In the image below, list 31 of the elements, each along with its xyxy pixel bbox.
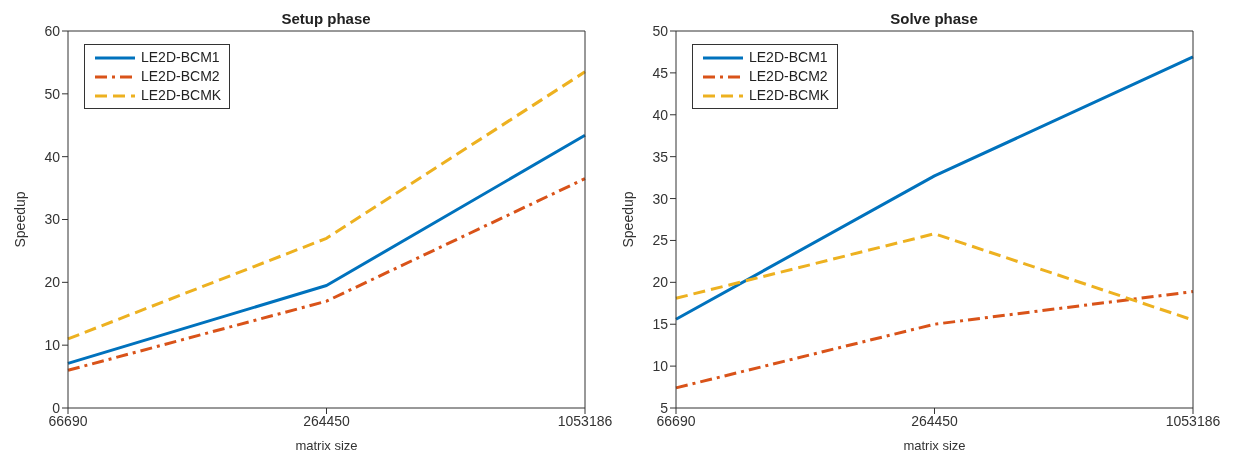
legend-label: LE2D-BCMK <box>749 86 830 105</box>
y-tick-label: 40 <box>652 106 669 123</box>
x-tick-label: 264450 <box>303 412 351 429</box>
y-tick-label: 30 <box>652 190 669 207</box>
x-axis-title: matrix size <box>295 438 358 453</box>
y-tick-label: 25 <box>652 232 669 249</box>
y-tick-label: 20 <box>652 274 669 291</box>
legend-label: LE2D-BCMK <box>141 86 222 105</box>
legend-label: LE2D-BCM2 <box>749 67 828 86</box>
y-tick-label: 10 <box>44 337 61 354</box>
legend-label: LE2D-BCM2 <box>141 67 220 86</box>
y-axis-title: Speedup <box>11 191 28 248</box>
y-tick-label: 35 <box>652 148 669 165</box>
legend-label: LE2D-BCM1 <box>749 48 828 67</box>
y-tick-label: 50 <box>44 85 61 102</box>
x-axis-title: matrix size <box>903 438 966 453</box>
y-tick-label: 60 <box>44 22 61 39</box>
y-axis-title: Speedup <box>619 191 636 248</box>
x-tick-label: 1053186 <box>557 412 613 429</box>
y-tick-label: 40 <box>44 148 61 165</box>
y-tick-label: 30 <box>44 211 61 228</box>
y-tick-label: 10 <box>652 358 669 375</box>
y-tick-label: 45 <box>652 64 669 81</box>
x-tick-label: 1053186 <box>1165 412 1221 429</box>
x-tick-label: 264450 <box>911 412 959 429</box>
y-tick-label: 20 <box>44 274 61 291</box>
chart-title: Solve phase <box>890 10 978 27</box>
y-tick-label: 50 <box>652 22 669 39</box>
y-tick-label: 15 <box>652 316 669 333</box>
chart-title: Setup phase <box>281 10 371 27</box>
legend-label: LE2D-BCM1 <box>141 48 220 67</box>
